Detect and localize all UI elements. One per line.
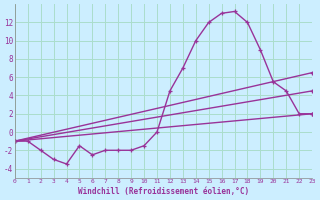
X-axis label: Windchill (Refroidissement éolien,°C): Windchill (Refroidissement éolien,°C) [78,187,249,196]
